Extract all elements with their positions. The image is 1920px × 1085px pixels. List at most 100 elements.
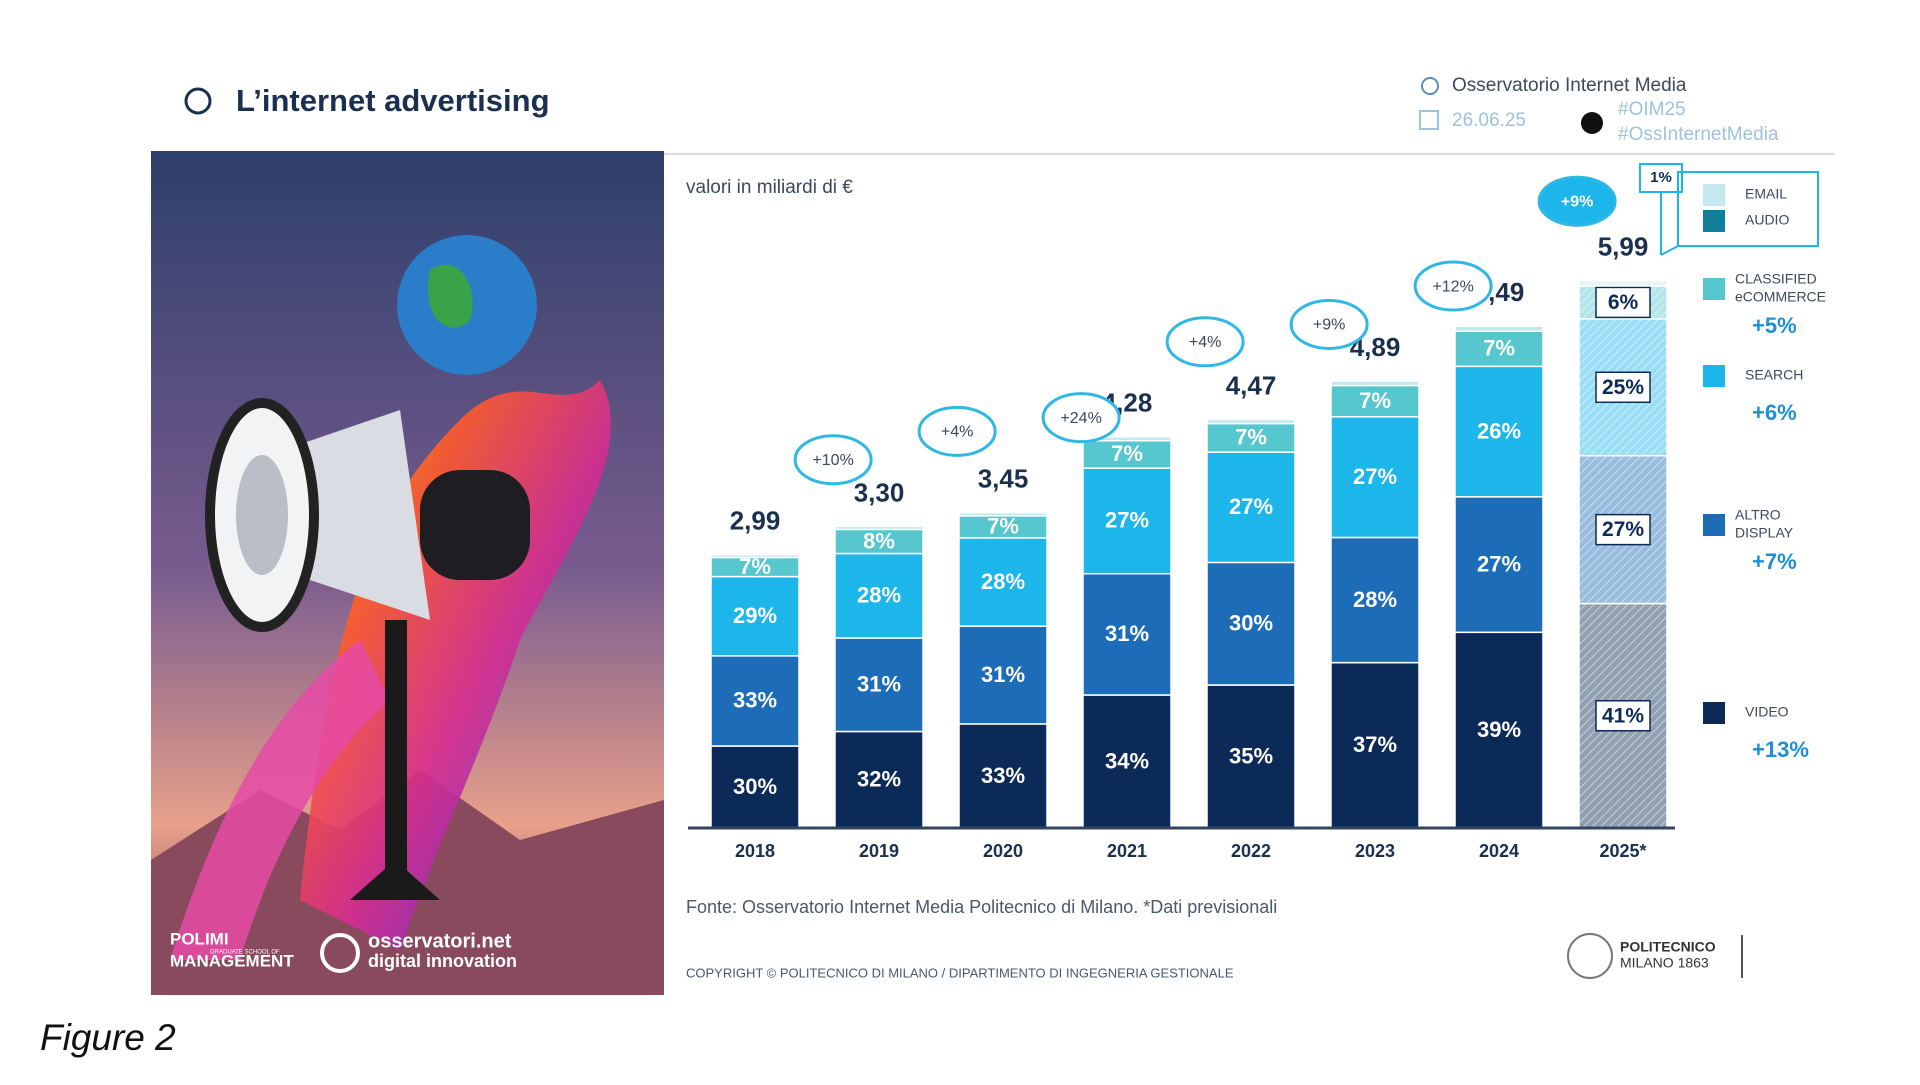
segment-label: 7%: [987, 514, 1019, 539]
logo-right: digital innovation: [368, 951, 517, 971]
growth-label: +4%: [1189, 334, 1221, 351]
bar-segment: [1330, 384, 1420, 418]
bar-segment: [710, 655, 800, 747]
legend-label: AUDIO: [1745, 212, 1789, 228]
growth-bubble: [1537, 175, 1617, 227]
growth-bubble: [1289, 298, 1369, 350]
growth-label: +4%: [941, 424, 973, 441]
bar-segment: [1206, 684, 1296, 829]
bar-segment: [1082, 572, 1172, 696]
bar-segment: [1206, 422, 1296, 453]
bar-segment: [1330, 380, 1420, 387]
x-icon: [1581, 112, 1603, 134]
growth-label: +12%: [1432, 278, 1473, 295]
legend-swatch: [1703, 702, 1725, 724]
total-label: 3,45: [978, 464, 1029, 494]
segment-label: 33%: [981, 763, 1025, 788]
segment-label: 25%: [1602, 376, 1644, 399]
segment-label: 30%: [733, 774, 777, 799]
label-box: [1595, 700, 1651, 732]
growth-bubble: [1165, 316, 1245, 368]
legend-label: VIDEO: [1745, 704, 1789, 720]
bar-segment: [1082, 439, 1172, 469]
bar-segment: [958, 723, 1048, 829]
logo-left: POLIMI: [170, 929, 229, 948]
callout-line: [1660, 245, 1679, 256]
logo-left: GRADUATE SCHOOL OF: [210, 950, 280, 956]
illustration: [151, 151, 664, 995]
segment-label: 41%: [1602, 704, 1644, 727]
x-tick-label: 2020: [983, 841, 1023, 861]
growth-bubble: [1041, 392, 1121, 444]
bar-segment: [1330, 416, 1420, 539]
bar-segment: [834, 528, 924, 555]
segment-label: 7%: [1111, 441, 1143, 466]
segment-label: 31%: [981, 662, 1025, 687]
x-tick-label: 2021: [1107, 841, 1147, 861]
growth-bubble: [1413, 260, 1493, 312]
bar-segment: [1082, 467, 1172, 575]
segment-label: 26%: [1477, 418, 1521, 443]
bar-segment: [958, 625, 1048, 725]
copyright: COPYRIGHT © POLITECNICO DI MILANO / DIPA…: [686, 965, 1234, 980]
bar-segment: [834, 552, 924, 639]
bar-segment: [834, 525, 924, 531]
total-label: 3,30: [854, 477, 905, 507]
bar-segment: [958, 537, 1048, 627]
segment-label: 27%: [1353, 464, 1397, 489]
segment-label: 34%: [1105, 748, 1149, 773]
bar-segment: [834, 730, 924, 829]
growth-label: +24%: [1060, 410, 1101, 427]
segment-label: 28%: [981, 569, 1025, 594]
logo-icon: [320, 933, 360, 973]
logo-right: osservatori.net: [368, 930, 512, 952]
segment-label: 30%: [1229, 611, 1273, 636]
legend-label: CLASSIFIED: [1735, 271, 1817, 287]
tag: #OssInternetMedia: [1618, 124, 1779, 145]
brand-icon: [1421, 77, 1439, 95]
bar-segment: [958, 511, 1048, 517]
date: 26.06.25: [1452, 110, 1526, 131]
caption: Figure 2: [40, 1017, 176, 1058]
bar-segment: [1082, 694, 1172, 829]
segment-label: 27%: [1477, 551, 1521, 576]
segment-label: 37%: [1353, 732, 1397, 757]
bar-segment: [1454, 496, 1544, 634]
footer-logo: POLITECNICO: [1620, 939, 1716, 955]
segment-label: 27%: [1602, 518, 1644, 541]
total-label: 4,47: [1226, 370, 1277, 400]
segment-label: 39%: [1477, 717, 1521, 742]
legend-label: DISPLAY: [1735, 525, 1794, 541]
segment-label: 6%: [1608, 291, 1639, 314]
legend-growth: +13%: [1752, 737, 1809, 762]
segment-label: 7%: [1359, 388, 1391, 413]
segment-label: 35%: [1229, 743, 1273, 768]
bar-segment: [1206, 418, 1296, 425]
bar-segment: [834, 637, 924, 733]
legend-label: EMAIL: [1745, 186, 1787, 202]
label-box: [1595, 513, 1651, 546]
source: Fonte: Osservatorio Internet Media Polit…: [686, 897, 1277, 917]
segment-label: 27%: [1229, 494, 1273, 519]
segment-label: 32%: [857, 767, 901, 792]
x-tick-label: 2018: [735, 841, 775, 861]
x-tick-label: 2022: [1231, 841, 1271, 861]
total-label: 2,99: [730, 506, 781, 536]
x-tick-label: 2023: [1355, 841, 1395, 861]
tag: #OIM25: [1618, 99, 1686, 120]
growth-label: +10%: [812, 452, 853, 469]
segment-label: 7%: [1483, 336, 1515, 361]
legend-box: [1677, 171, 1819, 247]
bar-segment: [710, 745, 800, 829]
growth-label: +9%: [1561, 193, 1593, 210]
growth-bubble: [793, 434, 873, 486]
legend-swatch: [1703, 514, 1725, 536]
title: L’internet advertising: [236, 83, 550, 118]
segment-label: 1%: [1650, 169, 1672, 186]
calendar-icon: [1419, 110, 1439, 130]
legend-growth: +5%: [1752, 313, 1797, 338]
growth-label: +9%: [1313, 317, 1345, 334]
forecast-hatch: [1579, 280, 1667, 286]
